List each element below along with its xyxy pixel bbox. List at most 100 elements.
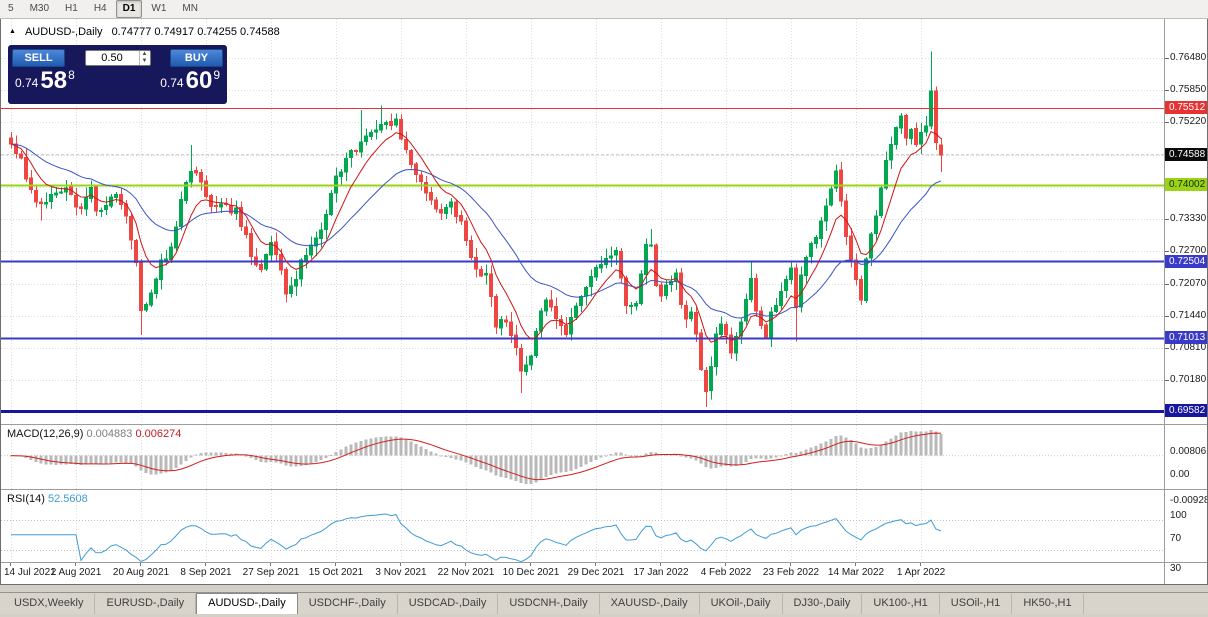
rsi-value: 52.5608 <box>47 493 88 505</box>
pane-separator[interactable] <box>0 562 1208 563</box>
spread-spinner: ▲ ▼ <box>138 50 150 65</box>
timeframe-button-M30[interactable]: M30 <box>23 0 56 18</box>
sell-price-pips: 58 <box>40 67 68 94</box>
symbol-tab-usdx-weekly[interactable]: USDX,Weekly <box>3 594 96 614</box>
spread-value: 0.50 <box>101 51 123 64</box>
time-label: 22 Nov 2021 <box>437 567 495 578</box>
price-axis-separator <box>1164 19 1165 584</box>
time-tick <box>595 563 596 566</box>
time-label: 8 Sep 2021 <box>180 567 232 578</box>
symbol-tab-usdchf-daily[interactable]: USDCHF-,Daily <box>298 594 398 614</box>
level-price-badge: 0.71013 <box>1165 331 1208 345</box>
timeframe-button-5[interactable]: 5 <box>1 0 21 18</box>
ohlc-values: 0.74777 0.74917 0.74255 0.74588 <box>111 26 280 38</box>
time-tick <box>660 563 661 566</box>
time-tick <box>790 563 791 566</box>
price-tick: 0.76480 <box>1164 52 1207 63</box>
time-tick <box>855 563 856 566</box>
level-price-badge: 0.75512 <box>1165 101 1208 114</box>
buy-price-point: 9 <box>213 68 220 82</box>
symbol-tab-dj30-daily[interactable]: DJ30-,Daily <box>783 594 863 614</box>
oneclick-collapse-icon[interactable]: ▲ <box>9 28 16 35</box>
window-chrome-strip <box>0 585 1208 592</box>
price-tick: 0.75850 <box>1164 84 1207 96</box>
sell-price: 0.74 58 8 <box>15 68 75 93</box>
symbol-tab-usdcad-daily[interactable]: USDCAD-,Daily <box>398 594 499 614</box>
buy-price-pips: 60 <box>185 67 213 94</box>
rsi-label: RSI(14) 52.5608 <box>7 493 88 505</box>
timeframe-button-W1[interactable]: W1 <box>144 0 173 18</box>
time-tick <box>205 563 206 566</box>
time-label: 29 Dec 2021 <box>567 567 625 578</box>
time-label: 17 Jan 2022 <box>633 567 689 578</box>
spread-input[interactable]: 0.50 ▲ ▼ <box>84 49 151 66</box>
rsi-name: RSI(14) <box>7 493 45 505</box>
macd-pane[interactable] <box>1 425 1164 489</box>
price-chart[interactable] <box>1 19 1164 424</box>
buy-button[interactable]: BUY <box>170 48 223 67</box>
price-tick: 0.72700 <box>1164 245 1207 257</box>
time-tick <box>920 563 921 566</box>
time-tick <box>75 563 76 566</box>
macd-name: MACD(12,26,9) <box>7 428 84 440</box>
rsi-axis-label: 70 <box>1170 532 1182 544</box>
sell-button[interactable]: SELL <box>12 48 65 67</box>
spread-increase-icon[interactable]: ▲ <box>141 50 148 57</box>
rsi-pane[interactable] <box>1 490 1164 562</box>
ma-fast-line <box>10 130 942 343</box>
time-label: 23 Feb 2022 <box>762 567 820 578</box>
time-label: 4 Feb 2022 <box>700 567 752 578</box>
timeframe-button-MN[interactable]: MN <box>175 0 205 18</box>
pane-separator[interactable] <box>0 424 1208 425</box>
price-tick: 0.72070 <box>1164 277 1207 289</box>
symbol-tab-xauusd-daily[interactable]: XAUUSD-,Daily <box>600 594 700 614</box>
spread-decrease-icon[interactable]: ▼ <box>141 57 148 64</box>
level-price-badge: 0.72504 <box>1165 254 1208 268</box>
time-label: 1 Apr 2022 <box>896 567 946 578</box>
timeframe-button-H1[interactable]: H1 <box>58 0 85 18</box>
chart-tab-bar: USDX,Weekly EURUSD-,Daily AUDUSD-,Daily USD… <box>0 592 1208 614</box>
time-tick <box>465 563 466 566</box>
time-tick <box>530 563 531 566</box>
time-label: 27 Sep 2021 <box>242 567 300 578</box>
ma-slow-line <box>10 143 942 319</box>
macd-axis-zero: 0.00 <box>1170 468 1190 480</box>
price-tick: 0.70180 <box>1164 374 1207 386</box>
time-tick <box>335 563 336 566</box>
sell-price-point: 8 <box>68 68 75 82</box>
symbol-tab-uk100-h1[interactable]: UK100-,H1 <box>862 594 940 614</box>
time-tick <box>725 563 726 566</box>
symbol-tab-usdcnh-daily[interactable]: USDCNH-,Daily <box>498 594 600 614</box>
macd-label: MACD(12,26,9) 0.004883 0.006274 <box>7 428 181 440</box>
macd-signal-line <box>10 432 942 481</box>
time-tick <box>270 563 271 566</box>
price-tick: 0.73330 <box>1164 213 1207 225</box>
pane-separator[interactable] <box>0 489 1208 490</box>
time-label: 10 Dec 2021 <box>502 567 560 578</box>
time-label: 14 Mar 2022 <box>827 567 885 578</box>
rsi-axis-label: 30 <box>1170 563 1182 575</box>
window-chrome-bottom <box>0 614 1208 617</box>
current-price-badge: 0.74588 <box>1165 148 1208 162</box>
macd-axis-min: -0.00928 <box>1170 495 1208 506</box>
symbol-tab-ukoil-daily[interactable]: UKOil-,Daily <box>700 594 783 614</box>
symbol-tab-hk50-h1[interactable]: HK50-,H1 <box>1012 594 1084 614</box>
symbol-tab-eurusd-daily[interactable]: EURUSD-,Daily <box>95 594 197 614</box>
one-click-trading-widget: SELL 0.50 ▲ ▼ BUY 0.74 58 8 0.74 60 9 <box>8 45 227 104</box>
candles-layer <box>9 51 943 407</box>
timeframe-button-H4[interactable]: H4 <box>87 0 114 18</box>
timeframe-button-D1[interactable]: D1 <box>115 0 143 18</box>
macd-value-signal: 0.006274 <box>135 428 182 440</box>
chart-title: ▲ AUDUSD-,Daily 0.74777 0.74917 0.74255 … <box>9 26 280 38</box>
macd-histogram <box>9 430 943 484</box>
time-tick <box>400 563 401 566</box>
symbol-tab-audusd-daily[interactable]: AUDUSD-,Daily <box>196 593 298 614</box>
time-label: 2 Aug 2021 <box>50 567 102 578</box>
level-price-badge: 0.74002 <box>1165 178 1208 192</box>
time-label: 20 Aug 2021 <box>112 567 170 578</box>
buy-price-big: 0.74 <box>160 76 184 90</box>
time-label: 14 Jul 2021 <box>4 567 56 578</box>
rsi-axis-label: 100 <box>1170 509 1187 521</box>
symbol-tab-usoil-h1[interactable]: USOil-,H1 <box>940 594 1013 614</box>
